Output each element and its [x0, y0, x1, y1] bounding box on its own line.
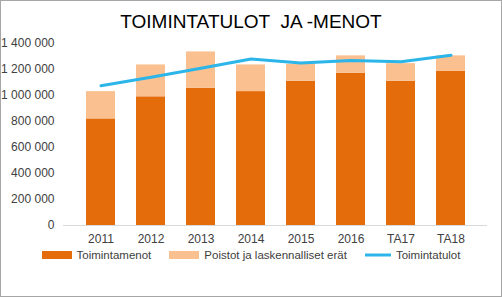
svg-text:2012: 2012: [138, 232, 165, 246]
svg-text:TA18: TA18: [437, 232, 465, 246]
html-text:Poistot ja laskennalliset erät: Poistot ja laskennalliset erät: [204, 249, 347, 261]
html-text:TOIMINTATULOT JA -MENOT: TOIMINTATULOT JA -MENOT: [120, 11, 382, 32]
svg-text:2016: 2016: [338, 232, 365, 246]
svg-text:2013: 2013: [188, 232, 215, 246]
svg-text:200 000: 200 000: [11, 192, 55, 206]
html-text:Toimintamenot: Toimintamenot: [76, 249, 152, 261]
svg-text:2015: 2015: [288, 232, 315, 246]
svg-text:2014: 2014: [238, 232, 265, 246]
svg-text:1 400 000: 1 400 000: [1, 36, 55, 50]
svg-text:600 000: 600 000: [11, 140, 55, 154]
svg-text:TA17: TA17: [387, 232, 415, 246]
svg-text:1 000 000: 1 000 000: [1, 88, 55, 102]
svg-text:0: 0: [48, 218, 55, 232]
svg-text:2011: 2011: [88, 232, 114, 246]
html-text:Toimintatulot: Toimintatulot: [395, 249, 461, 261]
svg-text:1 200 000: 1 200 000: [1, 62, 55, 76]
svg-text:400 000: 400 000: [11, 166, 55, 180]
svg-text:800 000: 800 000: [11, 114, 55, 128]
